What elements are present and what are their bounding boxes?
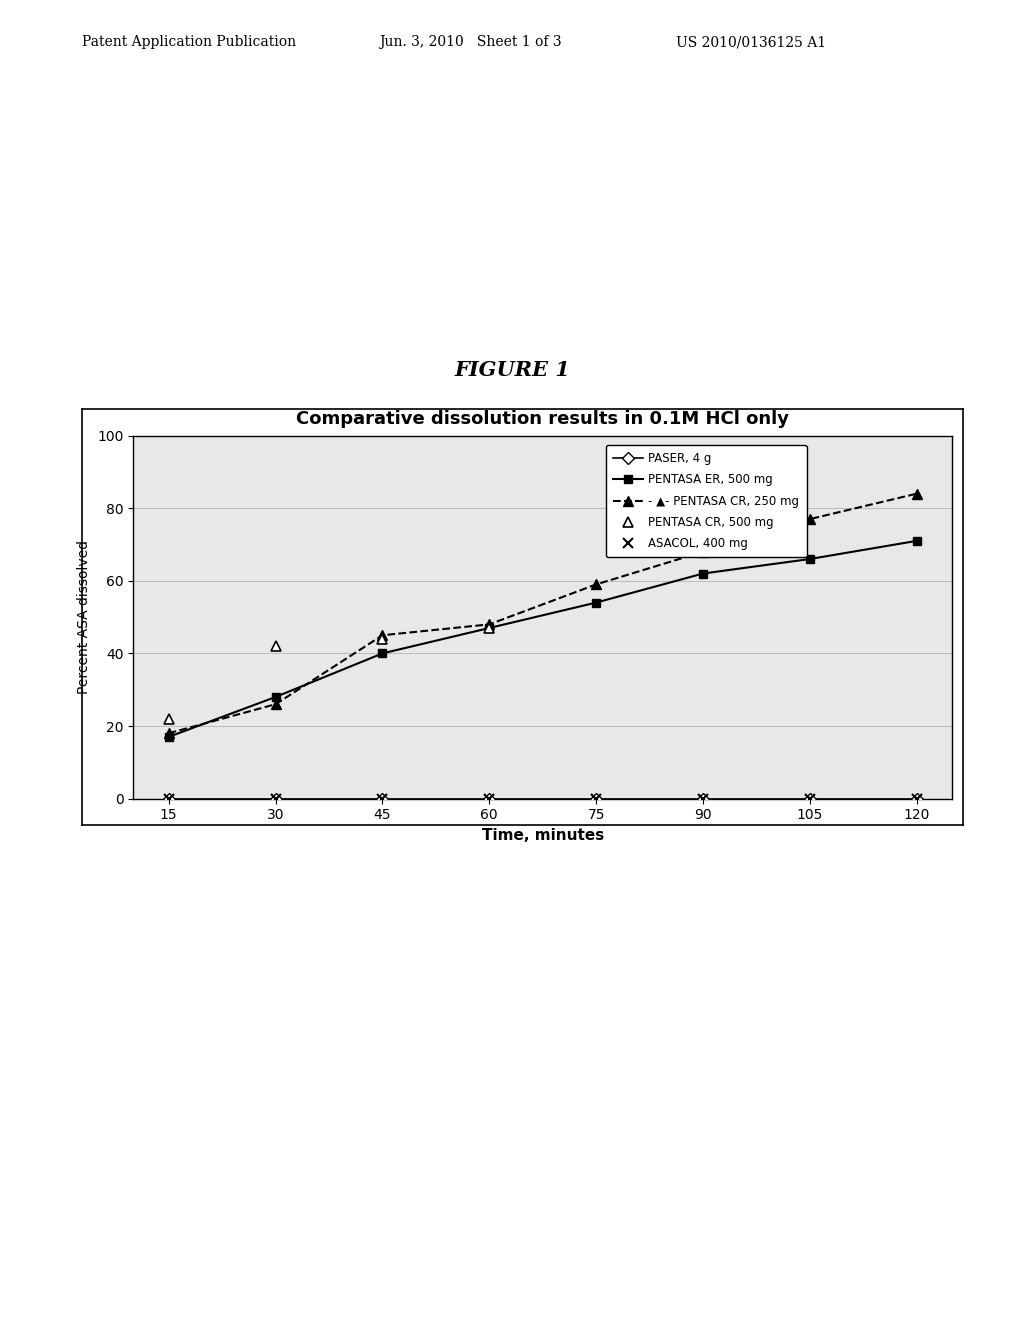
Text: FIGURE 1: FIGURE 1: [454, 360, 570, 380]
Text: Patent Application Publication: Patent Application Publication: [82, 36, 296, 49]
Y-axis label: Percent ASA dissolved: Percent ASA dissolved: [78, 540, 91, 694]
Legend: PASER, 4 g, PENTASA ER, 500 mg, - ▲- PENTASA CR, 250 mg, PENTASA CR, 500 mg, ASA: PASER, 4 g, PENTASA ER, 500 mg, - ▲- PEN…: [606, 445, 807, 557]
X-axis label: Time, minutes: Time, minutes: [481, 828, 604, 843]
Text: US 2010/0136125 A1: US 2010/0136125 A1: [676, 36, 826, 49]
Title: Comparative dissolution results in 0.1M HCl only: Comparative dissolution results in 0.1M …: [296, 411, 790, 429]
Text: Jun. 3, 2010   Sheet 1 of 3: Jun. 3, 2010 Sheet 1 of 3: [379, 36, 561, 49]
